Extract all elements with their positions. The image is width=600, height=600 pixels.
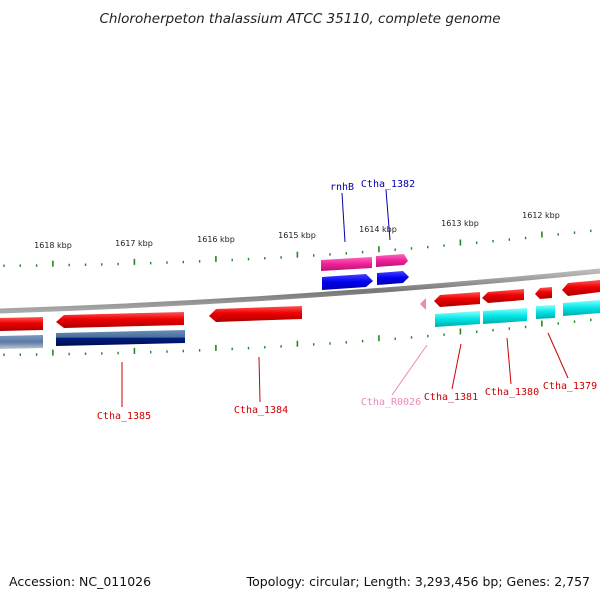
label-rnhB[interactable]: rnhB bbox=[330, 182, 354, 193]
label-ctha1384[interactable]: Ctha_1384 bbox=[234, 405, 288, 416]
cds-ctha1385[interactable] bbox=[56, 330, 185, 346]
accession-text: Accession: NC_011026 bbox=[9, 574, 151, 589]
label-ctha1382[interactable]: Ctha_1382 bbox=[361, 179, 415, 190]
upper-genes bbox=[321, 254, 409, 290]
gene-ctha1379[interactable] bbox=[535, 287, 552, 299]
upper-tick-ring bbox=[3, 229, 592, 267]
leader-ctha1379 bbox=[547, 332, 569, 379]
gene-ctha1384[interactable] bbox=[209, 306, 302, 322]
lower-cds-track bbox=[0, 300, 600, 349]
scale-labels: 1618 kbp 1617 kbp 1616 kbp 1615 kbp 1614… bbox=[34, 211, 560, 250]
genome-summary-text: Topology: circular; Length: 3,293,456 bp… bbox=[246, 574, 590, 589]
gene-ctha1380[interactable] bbox=[482, 289, 524, 303]
cds-segment-left[interactable] bbox=[0, 335, 43, 349]
map-title: Chloroherpeton thalassium ATCC 35110, co… bbox=[99, 11, 500, 27]
cds-segment-right[interactable] bbox=[563, 300, 600, 316]
label-ctha1380[interactable]: Ctha_1380 bbox=[485, 387, 539, 398]
scale-label-1617: 1617 kbp bbox=[115, 239, 153, 248]
cds-rnhB-outer[interactable] bbox=[321, 257, 372, 271]
label-ctha1379[interactable]: Ctha_1379 bbox=[543, 381, 597, 392]
leader-rnhB bbox=[341, 192, 346, 243]
leader-ctha1384 bbox=[258, 356, 261, 403]
cds-ctha1379[interactable] bbox=[536, 305, 555, 319]
cds-ctha1380[interactable] bbox=[483, 308, 527, 324]
red-gene-track bbox=[0, 280, 600, 331]
leader-ctha1382 bbox=[385, 189, 391, 241]
scale-label-1612: 1612 kbp bbox=[522, 211, 560, 220]
scale-label-1614: 1614 kbp bbox=[359, 225, 397, 234]
scale-label-1613: 1613 kbp bbox=[441, 219, 479, 228]
gene-ctha1382[interactable] bbox=[377, 271, 409, 285]
leader-ctha-r0026 bbox=[391, 344, 428, 396]
scale-label-1618: 1618 kbp bbox=[34, 241, 72, 250]
leader-lines bbox=[121, 189, 569, 407]
label-ctha1381[interactable]: Ctha_1381 bbox=[424, 392, 478, 403]
lower-tick-ring bbox=[3, 318, 592, 356]
scale-label-1616: 1616 kbp bbox=[197, 235, 235, 244]
cds-ctha1381[interactable] bbox=[435, 311, 480, 327]
rna-ctha-r0026[interactable] bbox=[420, 298, 426, 310]
gene-ctha1385[interactable] bbox=[56, 312, 184, 328]
cds-ctha1382-outer[interactable] bbox=[376, 254, 408, 267]
gene-segment-right[interactable] bbox=[562, 280, 600, 296]
gene-ctha1381[interactable] bbox=[434, 292, 480, 307]
leader-ctha1381 bbox=[451, 343, 462, 390]
leader-ctha1380 bbox=[506, 337, 512, 385]
label-ctha1385[interactable]: Ctha_1385 bbox=[97, 411, 151, 422]
scale-label-1615: 1615 kbp bbox=[278, 231, 316, 240]
label-ctha-r0026[interactable]: Ctha_R0026 bbox=[361, 397, 421, 408]
gene-rnhB[interactable] bbox=[322, 274, 373, 290]
gene-segment-left[interactable] bbox=[0, 317, 43, 331]
gene-labels: rnhB Ctha_1382 Ctha_1385 Ctha_1384 Ctha_… bbox=[97, 179, 597, 422]
genome-backbone bbox=[0, 268, 600, 314]
